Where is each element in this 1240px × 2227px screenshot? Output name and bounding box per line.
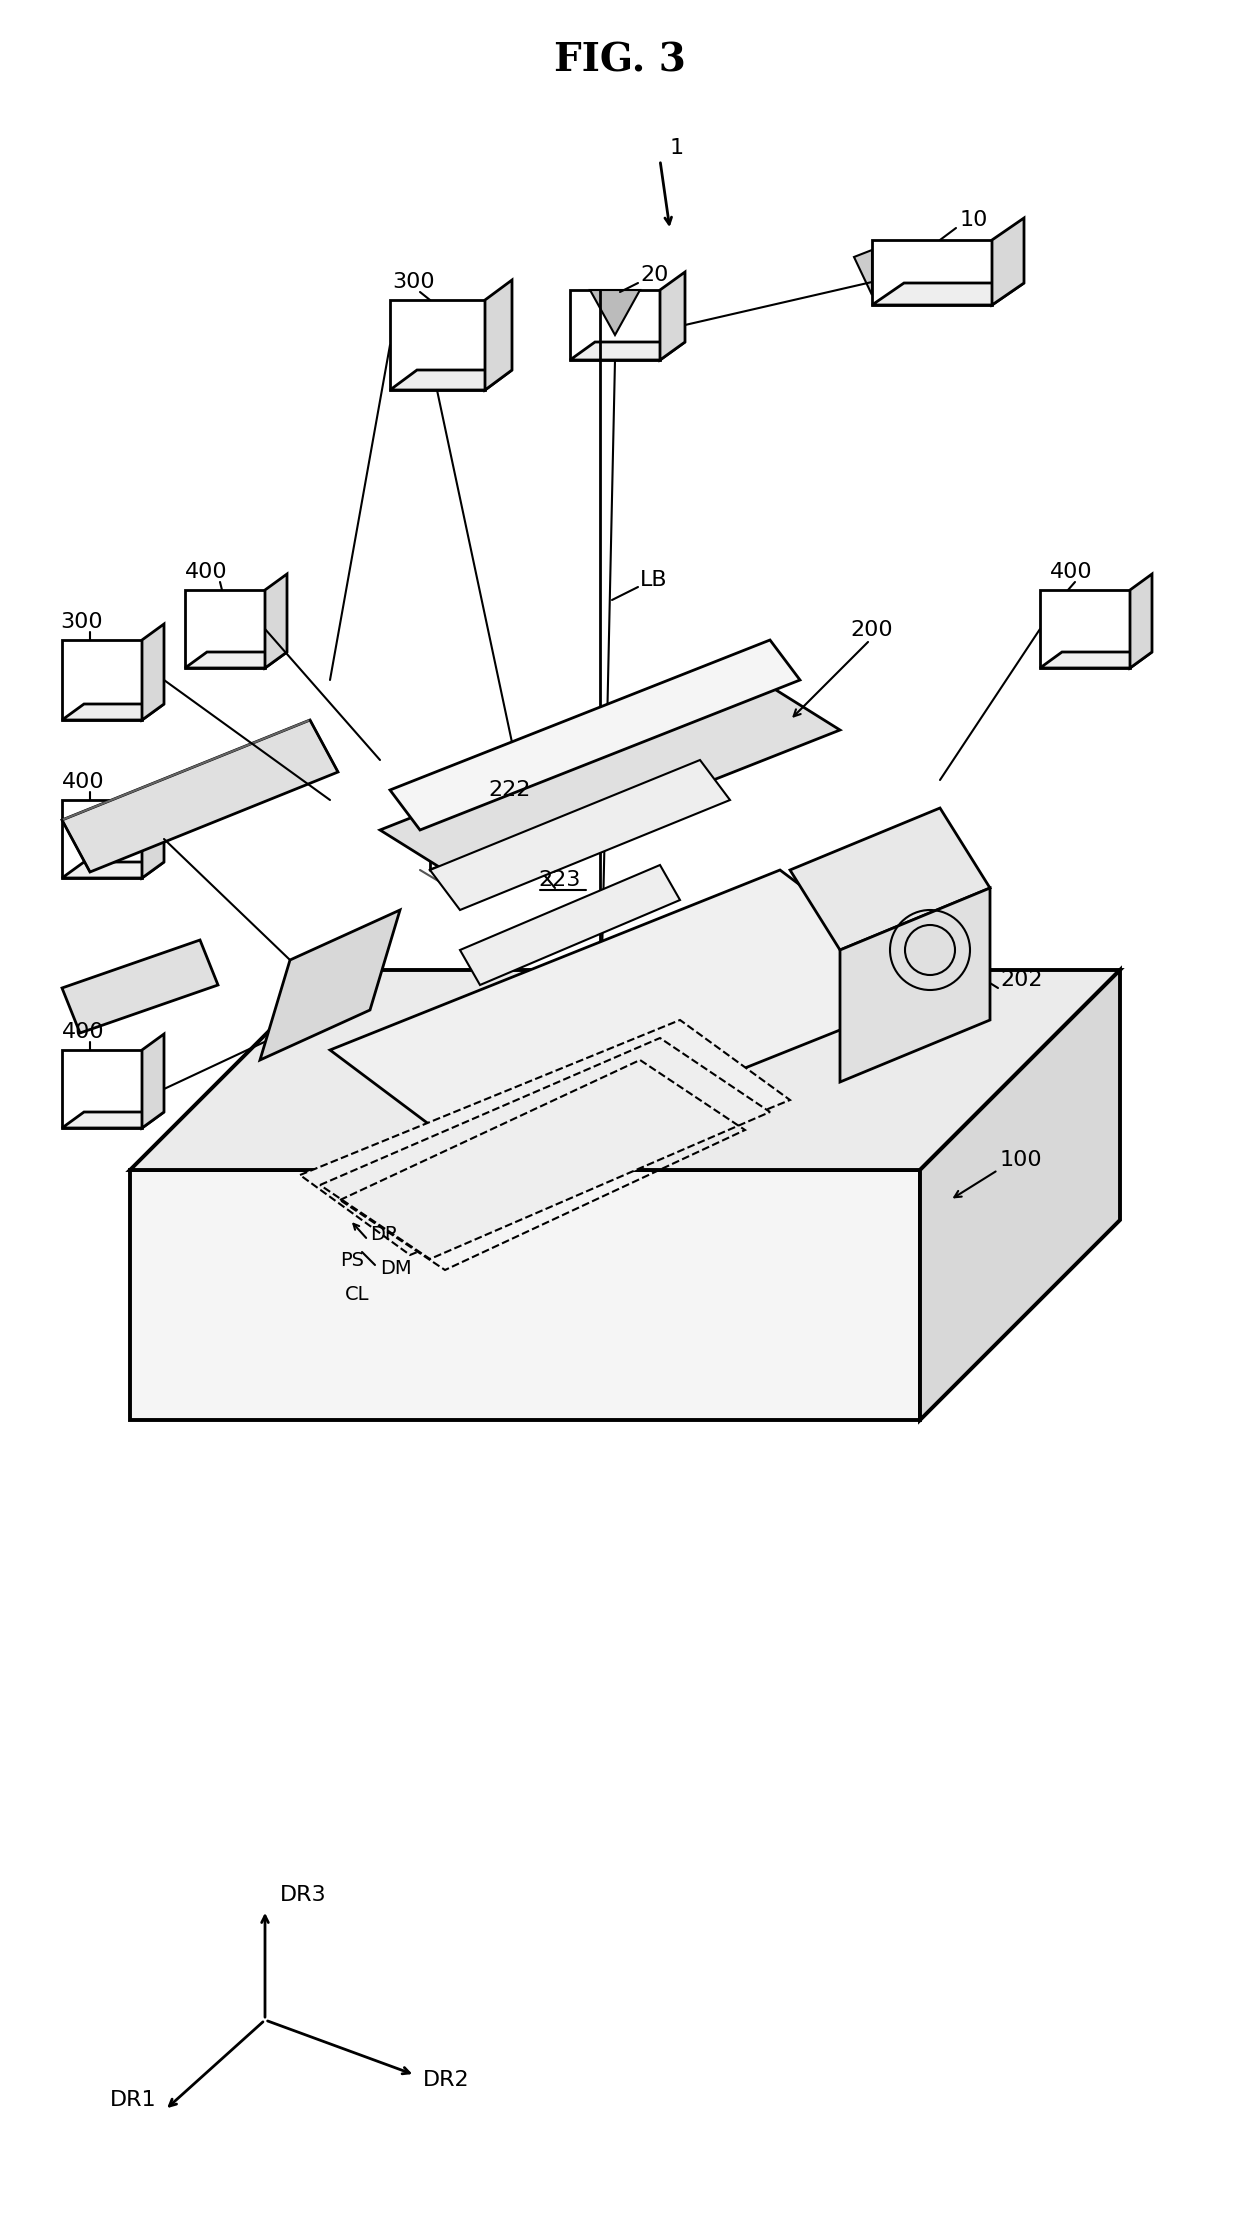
Polygon shape [590, 290, 640, 334]
Polygon shape [1130, 575, 1152, 668]
Text: DR1: DR1 [110, 2089, 156, 2109]
Text: 400: 400 [185, 561, 228, 581]
Text: 300: 300 [60, 612, 103, 632]
Polygon shape [185, 590, 265, 668]
Text: 223: 223 [539, 871, 582, 891]
Text: LB: LB [640, 570, 667, 590]
Text: 1: 1 [670, 138, 684, 158]
Text: 222: 222 [489, 779, 531, 799]
Polygon shape [62, 639, 143, 719]
Text: 10: 10 [960, 209, 988, 229]
Polygon shape [872, 241, 992, 305]
Polygon shape [62, 704, 164, 719]
Polygon shape [143, 1033, 164, 1129]
Polygon shape [1040, 653, 1152, 668]
Text: 100: 100 [999, 1149, 1043, 1169]
Text: 300: 300 [392, 272, 435, 292]
Polygon shape [185, 653, 286, 668]
Polygon shape [265, 575, 286, 668]
Polygon shape [130, 1169, 920, 1421]
Polygon shape [570, 290, 660, 361]
Polygon shape [143, 784, 164, 877]
Polygon shape [62, 940, 218, 1033]
Polygon shape [62, 799, 143, 877]
Polygon shape [790, 808, 990, 951]
Polygon shape [330, 871, 940, 1169]
Polygon shape [62, 1049, 143, 1129]
Polygon shape [300, 1020, 790, 1256]
Text: 202: 202 [999, 971, 1043, 991]
Polygon shape [379, 679, 839, 880]
Polygon shape [391, 370, 512, 390]
Polygon shape [570, 343, 684, 361]
Polygon shape [660, 272, 684, 361]
Text: DR3: DR3 [280, 1884, 326, 1904]
Polygon shape [854, 249, 872, 294]
Text: 200: 200 [849, 619, 893, 639]
Polygon shape [839, 889, 990, 1082]
Polygon shape [460, 864, 680, 984]
Polygon shape [62, 1111, 164, 1129]
Polygon shape [872, 283, 1024, 305]
Polygon shape [62, 719, 339, 873]
Text: FIG. 3: FIG. 3 [554, 40, 686, 78]
Polygon shape [430, 759, 730, 911]
Polygon shape [260, 911, 401, 1060]
Text: PS: PS [340, 1252, 365, 1269]
Text: 400: 400 [62, 1022, 104, 1042]
Polygon shape [391, 639, 800, 831]
Polygon shape [143, 624, 164, 719]
Polygon shape [62, 862, 164, 877]
Text: DM: DM [379, 1258, 412, 1278]
Polygon shape [320, 1038, 770, 1258]
Text: DP: DP [370, 1225, 397, 1245]
Text: CL: CL [345, 1285, 370, 1305]
Text: DR2: DR2 [423, 2071, 470, 2089]
Text: 400: 400 [62, 773, 104, 793]
Polygon shape [920, 971, 1120, 1421]
Polygon shape [992, 218, 1024, 305]
Polygon shape [391, 301, 485, 390]
Polygon shape [130, 971, 1120, 1169]
Polygon shape [1040, 590, 1130, 668]
Text: 20: 20 [640, 265, 668, 285]
Text: 400: 400 [1050, 561, 1092, 581]
Polygon shape [485, 281, 512, 390]
